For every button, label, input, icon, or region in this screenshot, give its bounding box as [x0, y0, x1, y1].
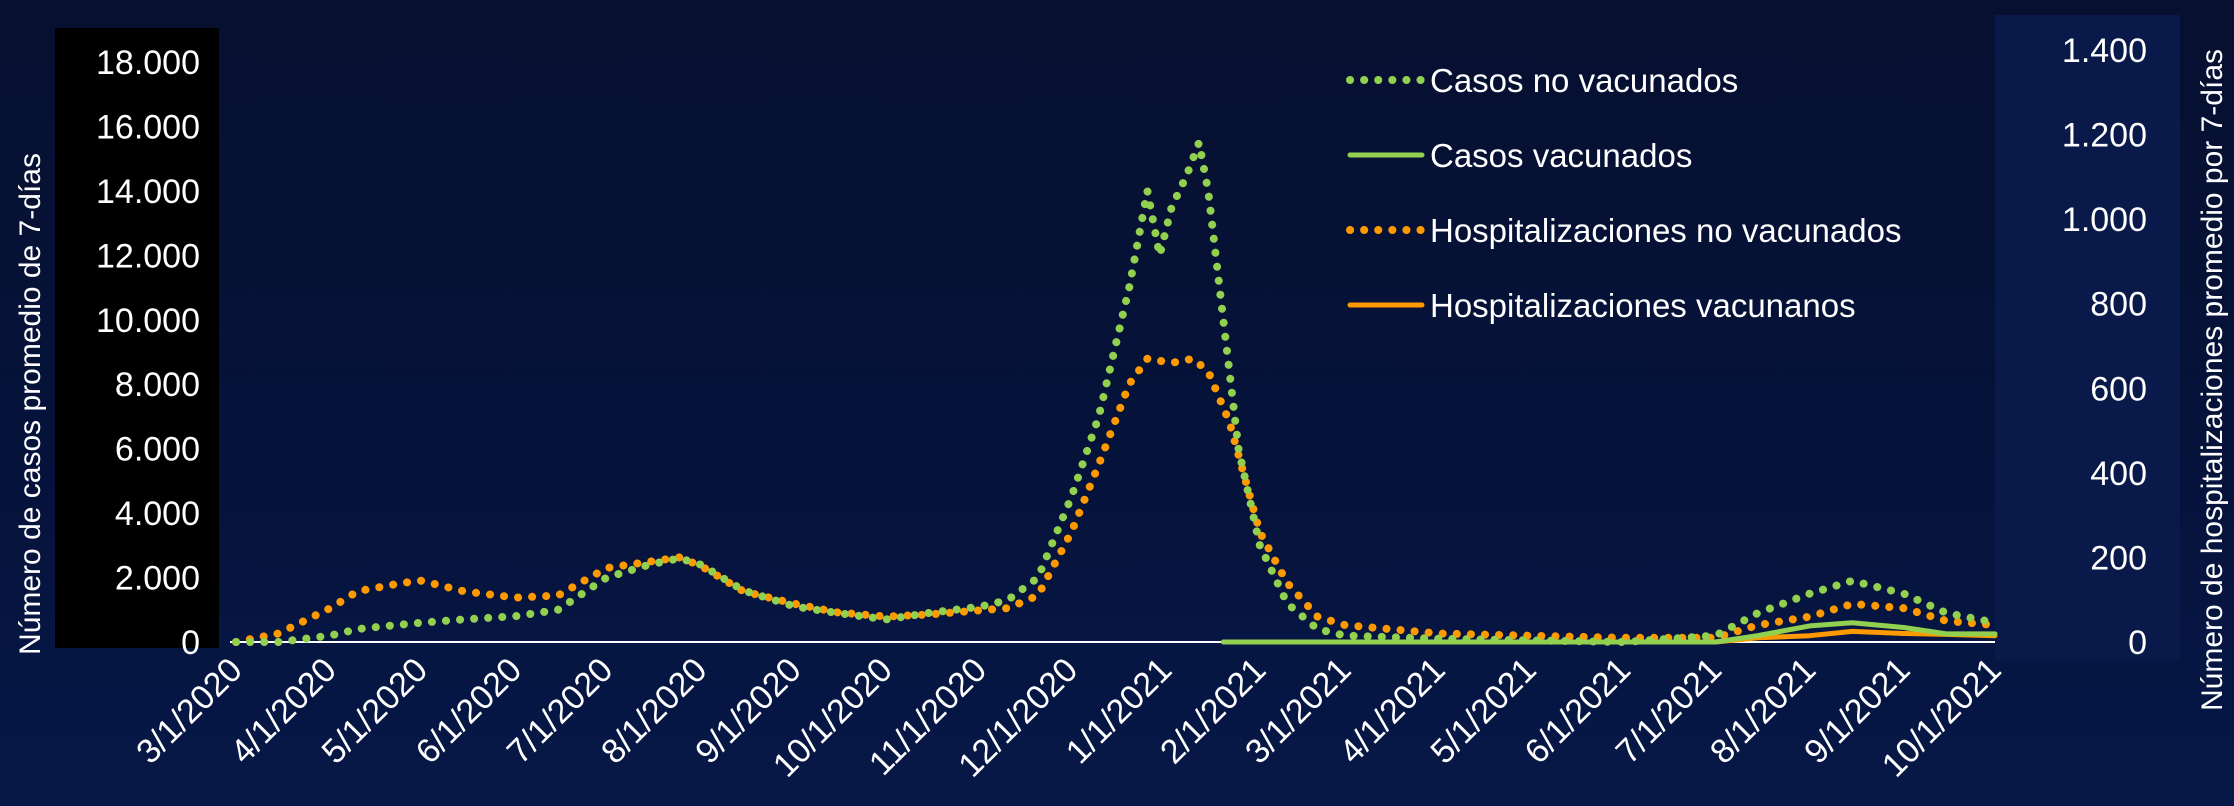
y-left-tick-label: 12.000 — [96, 237, 200, 275]
y-right-tick-label: 1.000 — [2062, 201, 2147, 239]
y-right-tick-label: 200 — [2090, 539, 2147, 577]
legend-label-4: Hospitalizaciones vacunanos — [1430, 287, 1856, 324]
y-left-tick-label: 4.000 — [115, 495, 200, 533]
y-left-tick-label: 0 — [181, 624, 200, 662]
y-right-tick-label: 400 — [2090, 455, 2147, 493]
y-right-tick-label: 0 — [2128, 624, 2147, 662]
y-left-tick-label: 18.000 — [96, 44, 200, 82]
y-left-tick-label: 10.000 — [96, 302, 200, 340]
legend-label-1: Casos no vacunados — [1430, 62, 1738, 99]
series-layer — [232, 138, 1999, 646]
legend-label-3: Hospitalizaciones no vacunados — [1430, 212, 1901, 249]
y-right-tick-label: 1.200 — [2062, 117, 2147, 155]
y-left-tick-label: 8.000 — [115, 366, 200, 404]
series-line-1 — [232, 138, 1999, 646]
right-axis-ticks: 0 200 400 600 800 1.000 1.200 1.400 — [2062, 32, 2147, 662]
y-right-tick-label: 1.400 — [2062, 32, 2147, 70]
series-line-2 — [1220, 620, 1998, 645]
left-axis-ticks: 0 2.000 4.000 6.000 8.000 10.000 12.000 14.000 1… — [96, 44, 200, 662]
right-axis-panel — [1995, 15, 2180, 660]
y-left-tick-label: 2.000 — [115, 560, 200, 598]
x-axis-ticks: 3/1/20204/1/20205/1/20206/1/20207/1/2020… — [129, 651, 2008, 785]
legend: Casos no vacunados Casos vacunados Hospita… — [1346, 62, 1901, 324]
y-left-tick-label: 14.000 — [96, 173, 200, 211]
right-axis-title: Número de hospitalizaciones promedio por… — [2196, 49, 2229, 711]
series-line-3 — [232, 354, 1999, 646]
y-right-tick-label: 600 — [2090, 370, 2147, 408]
y-left-tick-label: 6.000 — [115, 431, 200, 469]
left-axis-title: Número de casos promedio de 7-días — [14, 153, 47, 655]
y-right-tick-label: 800 — [2090, 286, 2147, 324]
left-axis-panel — [55, 28, 219, 648]
legend-label-2: Casos vacunados — [1430, 137, 1692, 174]
y-left-tick-label: 16.000 — [96, 108, 200, 146]
